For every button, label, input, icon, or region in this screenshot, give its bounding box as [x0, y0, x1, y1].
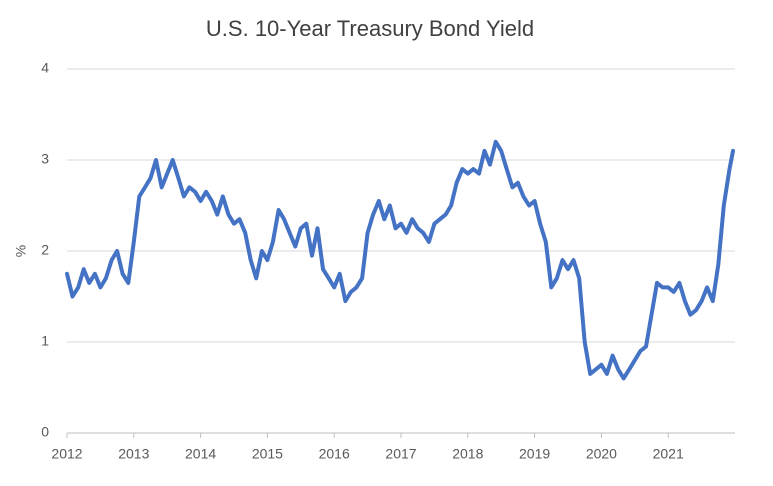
x-tick-label: 2017 — [385, 446, 416, 462]
x-tick-label: 2021 — [653, 446, 684, 462]
y-tick-label: 0 — [41, 424, 49, 440]
y-axis-label: % — [13, 245, 29, 257]
x-tick-label: 2014 — [185, 446, 216, 462]
x-tick-label: 2018 — [452, 446, 483, 462]
x-tick-label: 2016 — [319, 446, 350, 462]
x-tick-label: 2020 — [586, 446, 617, 462]
line-series — [65, 139, 735, 381]
x-tick-label: 2019 — [519, 446, 550, 462]
y-tick-label: 2 — [41, 242, 49, 258]
chart-title: U.S. 10-Year Treasury Bond Yield — [206, 16, 534, 41]
x-tick-label: 2012 — [51, 446, 82, 462]
y-tick-label: 3 — [41, 151, 49, 167]
x-tick-label: 2013 — [118, 446, 149, 462]
y-tick-label: 4 — [41, 60, 49, 76]
y-tick-label: 1 — [41, 333, 49, 349]
x-tick-label: 2015 — [252, 446, 283, 462]
